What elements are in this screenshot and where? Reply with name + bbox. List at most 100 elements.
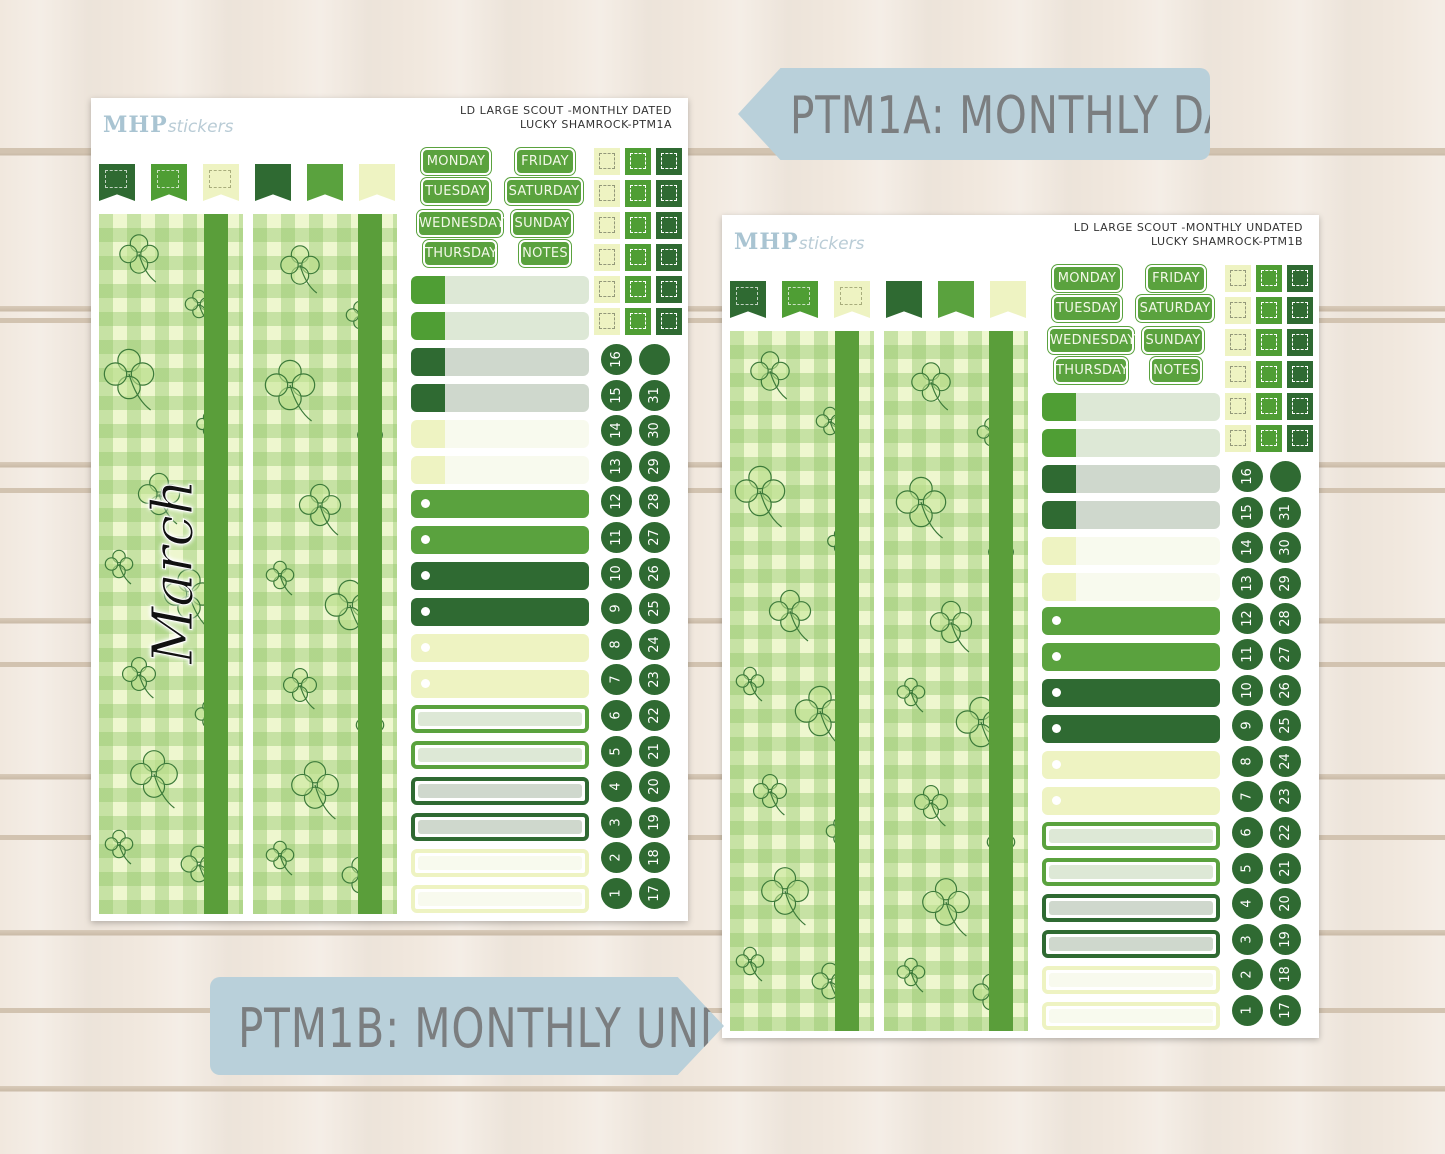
date-circle: 7 — [601, 664, 632, 696]
checkbox-sticker — [594, 308, 620, 335]
framed-label-sticker — [411, 741, 589, 769]
checkbox-sticker — [1287, 297, 1313, 324]
tag-monthly-undated: PTM1B: MONTHLY UNDATED — [210, 977, 724, 1075]
flag-sticker — [203, 164, 239, 201]
tag-label-sticker — [411, 526, 589, 554]
date-circle: 11 — [601, 522, 632, 553]
date-circle: 26 — [1270, 674, 1301, 706]
date-circle: 9 — [1232, 710, 1263, 742]
checkbox-sticker — [1256, 361, 1282, 388]
date-circle: 2 — [1232, 959, 1263, 991]
green-stripe — [204, 214, 228, 914]
header-label-sticker — [411, 420, 589, 448]
date-circle: 13 — [601, 450, 632, 482]
weekday-chip: TUESDAY — [1052, 295, 1122, 322]
checkbox-sticker — [625, 244, 651, 271]
date-circle: 10 — [601, 557, 632, 589]
date-circle: 16 — [1232, 461, 1263, 492]
weekday-chip: SUNDAY — [511, 210, 573, 237]
checkbox-sticker — [594, 180, 620, 207]
date-circle: 14 — [1232, 532, 1263, 564]
weekday-chip: NOTES — [1150, 357, 1202, 384]
framed-label-sticker — [1042, 966, 1220, 994]
date-circle — [1270, 461, 1301, 492]
date-circle: 10 — [1232, 674, 1263, 706]
flag-sticker — [782, 281, 818, 318]
date-circle: 21 — [1270, 852, 1301, 884]
date-circle: 1 — [1232, 995, 1263, 1026]
date-circle: 28 — [1270, 603, 1301, 635]
flag-sticker — [886, 281, 922, 318]
date-circle: 27 — [1270, 639, 1301, 670]
checkbox-sticker — [1256, 393, 1282, 420]
date-circle: 31 — [1270, 496, 1301, 528]
date-circle: 5 — [1232, 852, 1263, 884]
flag-sticker — [359, 164, 395, 201]
shamrock-pattern-strip — [253, 214, 397, 914]
weekday-chip: WEDNESDAY — [1048, 327, 1135, 354]
date-circle: 4 — [1232, 888, 1263, 920]
header-label-sticker — [411, 348, 589, 376]
tag-label-sticker — [1042, 751, 1220, 779]
weekday-chip: TUESDAY — [421, 178, 491, 205]
weekday-chip: THURSDAY — [423, 240, 497, 267]
checkbox-sticker — [656, 212, 682, 239]
tag-label-sticker — [1042, 607, 1220, 635]
date-circle — [639, 344, 670, 375]
date-circle: 14 — [601, 415, 632, 447]
checkbox-sticker — [594, 244, 620, 271]
date-circle: 29 — [639, 450, 670, 482]
tag-monthly-dated: PTM1A: MONTHLY DATED — [738, 68, 1210, 160]
date-circle: 19 — [1270, 923, 1301, 955]
header-label-sticker — [1042, 501, 1220, 529]
checkbox-sticker — [1287, 329, 1313, 356]
tag-label-sticker — [411, 598, 589, 626]
checkbox-sticker — [656, 308, 682, 335]
date-circle: 13 — [1232, 567, 1263, 599]
sheet-title-line2: LUCKY SHAMROCK-PTM1B — [1150, 235, 1303, 248]
weekday-chip: FRIDAY — [1146, 265, 1206, 292]
checkbox-sticker — [1287, 265, 1313, 292]
framed-label-sticker — [411, 777, 589, 805]
date-circle: 24 — [639, 628, 670, 660]
date-circle: 18 — [639, 842, 670, 874]
tag-label-sticker — [1042, 679, 1220, 707]
framed-label-sticker — [411, 705, 589, 733]
date-circle: 27 — [639, 522, 670, 553]
weekday-chip: THURSDAY — [1054, 357, 1128, 384]
brand-logo: MHPstickers — [734, 229, 865, 255]
date-circle: 8 — [601, 628, 632, 660]
checkbox-sticker — [625, 148, 651, 175]
date-circle: 9 — [601, 593, 632, 625]
date-circle: 16 — [601, 344, 632, 375]
date-circle: 3 — [1232, 923, 1263, 955]
checkbox-sticker — [1256, 425, 1282, 452]
flag-sticker — [730, 281, 766, 318]
framed-label-sticker — [1042, 858, 1220, 886]
checkbox-sticker — [1287, 361, 1313, 388]
checkbox-sticker — [625, 308, 651, 335]
shamrock-pattern-strip — [730, 331, 874, 1031]
green-stripe — [358, 214, 382, 914]
date-circle: 22 — [639, 700, 670, 731]
checkbox-sticker — [625, 276, 651, 303]
checkbox-sticker — [1287, 425, 1313, 452]
shamrock-pattern-strip: March — [99, 214, 243, 914]
flag-sticker — [834, 281, 870, 318]
sheet-title-line2: LUCKY SHAMROCK-PTM1A — [520, 118, 672, 131]
date-circle: 20 — [639, 771, 670, 803]
header-label-sticker — [411, 276, 589, 304]
framed-label-sticker — [411, 885, 589, 913]
wood-seam — [0, 148, 1445, 153]
flag-sticker — [938, 281, 974, 318]
header-label-sticker — [411, 456, 589, 484]
flag-sticker — [990, 281, 1026, 318]
date-circle: 23 — [1270, 781, 1301, 813]
date-circle: 29 — [1270, 567, 1301, 599]
date-circle: 6 — [601, 700, 632, 731]
sheet-title: LD LARGE SCOUT -MONTHLY UNDATED LUCKY SHA… — [1074, 221, 1303, 249]
weekday-chip: FRIDAY — [515, 148, 575, 175]
tag-monthly-dated-label: PTM1A: MONTHLY DATED — [790, 86, 1314, 146]
green-stripe — [989, 331, 1013, 1031]
framed-label-sticker — [411, 849, 589, 877]
